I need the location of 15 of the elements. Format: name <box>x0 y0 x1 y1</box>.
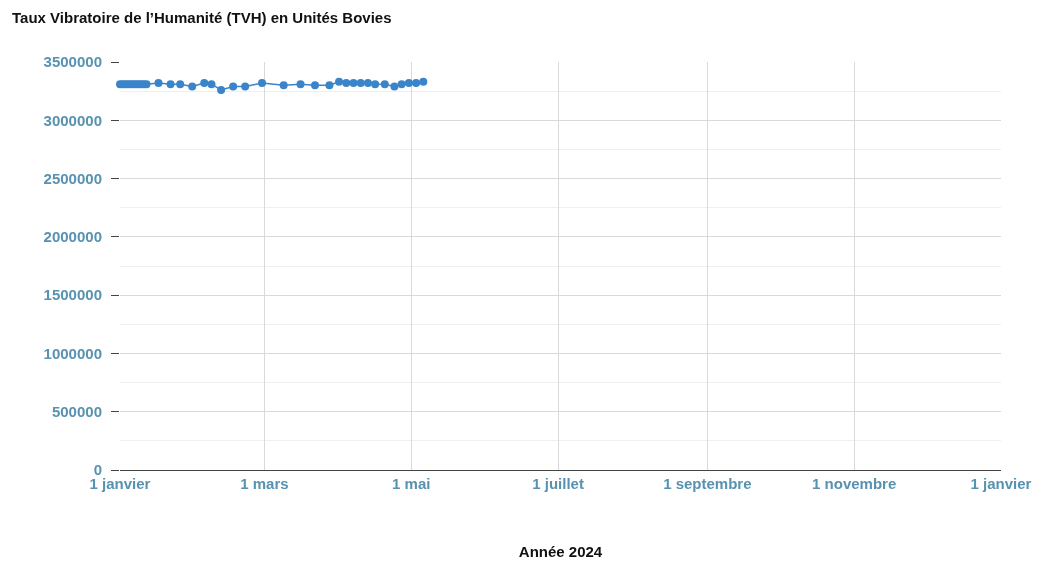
x-tick-label: 1 novembre <box>812 475 897 492</box>
y-tick-label: 3000000 <box>43 111 102 129</box>
y-tick-label: 2000000 <box>43 228 102 246</box>
y-tick-label: 2500000 <box>43 169 102 187</box>
y-tick-label: 3500000 <box>43 53 102 71</box>
y-tick-label: 500000 <box>51 402 102 420</box>
x-tick-label: 1 mars <box>240 475 289 492</box>
y-tick-label: 1000000 <box>43 344 102 362</box>
y-tick-label: 1500000 <box>43 286 102 304</box>
x-axis-title: Année 2024 <box>518 543 603 560</box>
x-tick-label: 1 janvier <box>970 475 1032 492</box>
x-tick-label: 1 mai <box>392 475 431 492</box>
x-tick-label: 1 juillet <box>532 475 584 492</box>
chart-title: Taux Vibratoire de l’Humanité (TVH) en Unités Bovies <box>12 9 392 27</box>
x-tick-label: 1 septembre <box>663 475 752 492</box>
